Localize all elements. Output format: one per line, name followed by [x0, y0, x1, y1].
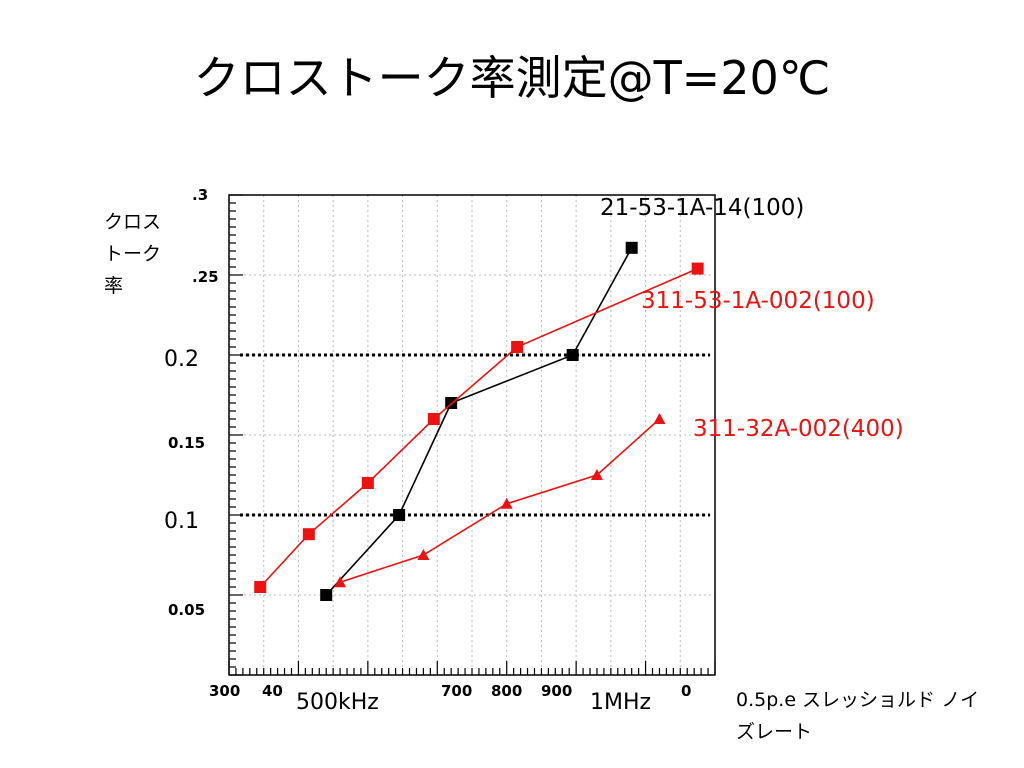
data-point-square [393, 509, 406, 521]
series-line-0 [325, 247, 633, 596]
series-line-2 [339, 418, 660, 583]
data-point-triangle [653, 413, 666, 424]
y-callout-01: 0.1 [164, 509, 213, 534]
x-callout-1mhz: 1MHz [582, 690, 660, 715]
data-point-triangle [500, 497, 513, 509]
x-tick-label-700: 700 [441, 682, 473, 700]
reference-lines [240, 353, 710, 517]
x-tick-label-300: 300 [209, 682, 241, 700]
data-point-square [427, 413, 440, 425]
series-line-1 [259, 267, 698, 588]
y-tick-label-partial-top: .3 [192, 186, 209, 204]
data-point-square [320, 589, 333, 601]
x-tick-label-40: 40 [262, 682, 283, 700]
axis-ticks [228, 194, 716, 676]
chart-grid [229, 195, 715, 675]
y-tick-label-005: 0.05 [168, 601, 206, 619]
x-tick-label-800: 800 [491, 682, 523, 700]
x-axis-label: 0.5p.e スレッショルド ノイズレート [736, 689, 980, 743]
data-series [254, 241, 704, 601]
series-label-black: 21-53-1A-14(100) [600, 195, 805, 221]
slide-title: クロストーク率測定@T=20℃ [193, 51, 831, 105]
y-tick-label-partial-mid: .25 [192, 268, 219, 286]
data-point-square [691, 262, 704, 275]
y-axis-label: クロストーク率 [104, 211, 162, 297]
data-point-triangle [590, 469, 603, 480]
x-tick-label-0: 0 [681, 682, 692, 700]
series-label-red-triangle: 311-32A-002(400) [693, 416, 904, 442]
x-tick-label-900: 900 [541, 682, 573, 700]
data-point-square [566, 349, 579, 361]
data-point-square [254, 581, 267, 593]
x-callout-500khz: 500kHz [288, 690, 387, 715]
data-point-square [511, 341, 524, 353]
data-point-square [625, 241, 638, 254]
data-point-triangle [417, 549, 430, 560]
y-tick-label-015: 0.15 [168, 434, 206, 452]
y-callout-02: 0.2 [164, 347, 213, 372]
series-label-red-square: 311-53-1A-002(100) [641, 288, 875, 314]
data-point-square [361, 477, 374, 489]
data-point-triangle [334, 576, 347, 588]
data-point-square [302, 528, 315, 541]
